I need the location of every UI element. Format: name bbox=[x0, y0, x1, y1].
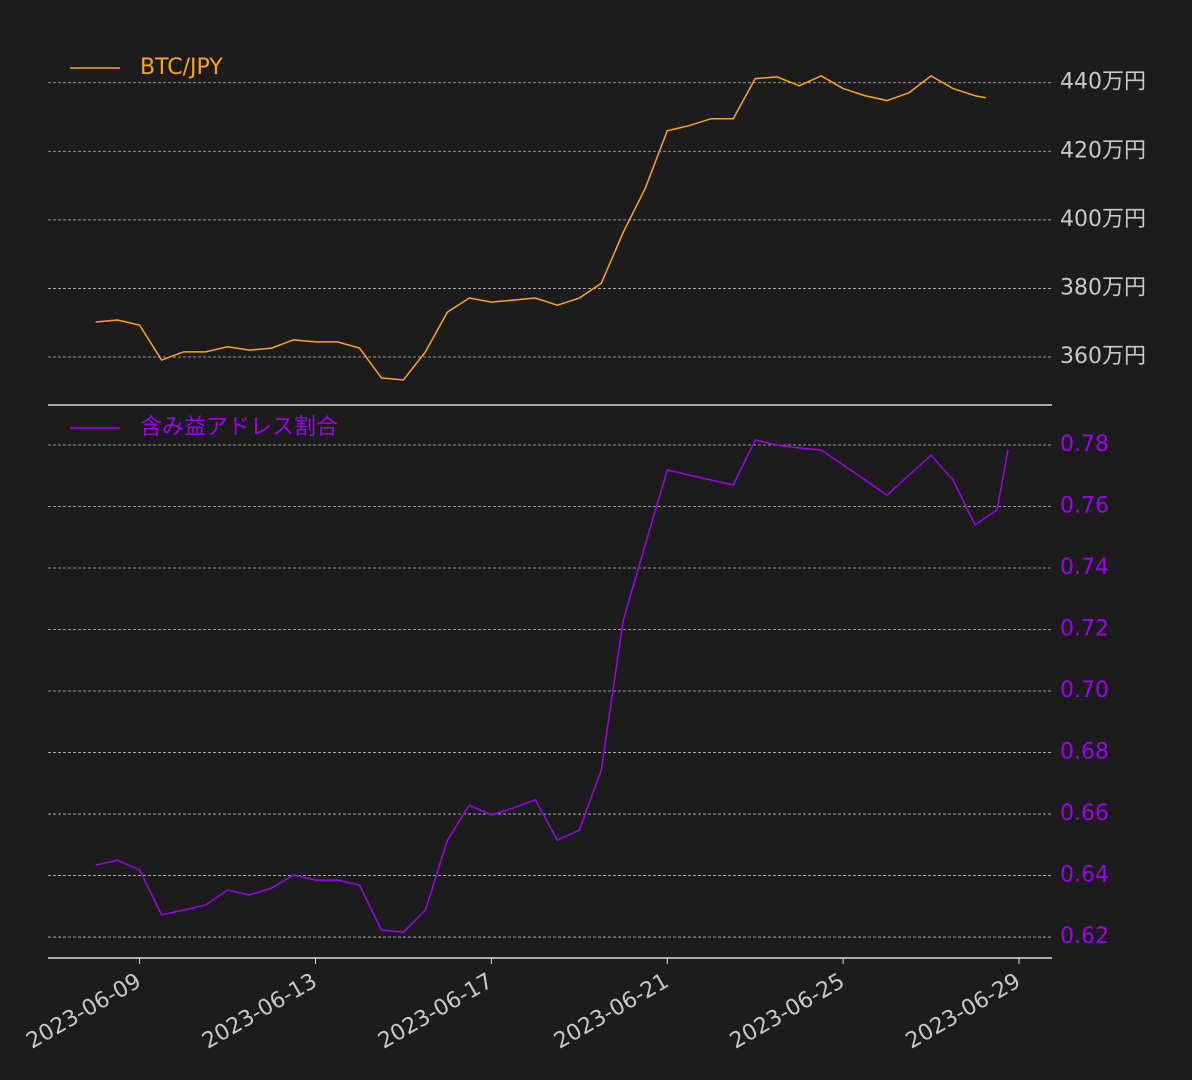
y-tick-label: 400万円 bbox=[1060, 207, 1146, 232]
x-tick-label: 2023-06-13 bbox=[198, 969, 321, 1055]
y-tick-label: 380万円 bbox=[1060, 275, 1146, 300]
y-tick-label: 0.72 bbox=[1060, 617, 1109, 642]
x-tick-label: 2023-06-25 bbox=[726, 969, 849, 1055]
y-tick-label: 0.70 bbox=[1060, 678, 1109, 703]
legend-label: 含み益アドレス割合 bbox=[140, 415, 338, 440]
y-tick-label: 0.64 bbox=[1060, 863, 1109, 888]
y-tick-label: 0.74 bbox=[1060, 555, 1109, 580]
x-tick-label: 2023-06-21 bbox=[550, 969, 673, 1055]
y-tick-label: 0.62 bbox=[1060, 924, 1109, 949]
y-tick-label: 0.76 bbox=[1060, 493, 1109, 518]
x-tick-label: 2023-06-29 bbox=[902, 969, 1025, 1055]
y-tick-label: 0.78 bbox=[1060, 432, 1109, 457]
x-tick-label: 2023-06-17 bbox=[374, 969, 497, 1055]
x-tick-label: 2023-06-09 bbox=[22, 969, 145, 1055]
y-tick-label: 360万円 bbox=[1060, 344, 1146, 369]
y-tick-label: 440万円 bbox=[1060, 70, 1146, 95]
legend-label: BTC/JPY bbox=[140, 55, 223, 80]
y-tick-label: 420万円 bbox=[1060, 138, 1146, 163]
y-tick-label: 0.68 bbox=[1060, 740, 1109, 765]
line bbox=[95, 74, 987, 381]
y-tick-label: 0.66 bbox=[1060, 801, 1109, 826]
line bbox=[95, 439, 1009, 933]
